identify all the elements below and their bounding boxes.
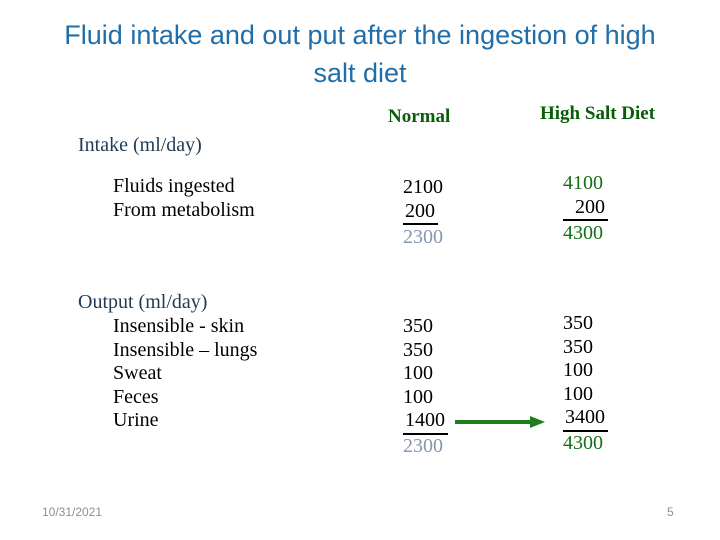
slide-title: Fluid intake and out put after the inges… xyxy=(10,16,710,92)
value-cell: 350 xyxy=(563,335,593,358)
underlined-value: 200 xyxy=(403,199,438,225)
value-cell-underlined: 3400 xyxy=(563,406,608,432)
intake-row-label: From metabolism xyxy=(113,199,255,221)
increase-arrow-icon xyxy=(455,415,545,428)
intake-row-label: Fluids ingested xyxy=(113,175,235,197)
value-cell: 100 xyxy=(403,362,433,384)
output-row-label: Feces xyxy=(113,385,159,408)
output-total-normal: 2300 xyxy=(403,434,443,457)
intake-section-label: Intake (ml/day) xyxy=(78,134,202,156)
output-section-label: Output (ml/day) xyxy=(78,291,208,313)
value-cell: 350 xyxy=(563,312,593,334)
value-cell-underlined: 200 xyxy=(403,199,443,225)
output-row-label: Sweat xyxy=(113,362,162,384)
value-cell: 100 xyxy=(563,382,593,405)
column-header-high-salt-diet: High Salt Diet xyxy=(540,103,656,124)
intake-row-labels: Fluids ingested From metabolism xyxy=(113,174,255,222)
value-cell-underlined: 200 xyxy=(563,195,608,221)
intake-total-normal: 2300 xyxy=(403,226,443,248)
value-cell: 2100 xyxy=(403,176,443,198)
footer-page-number: 5 xyxy=(667,505,674,519)
underlined-value: 200 xyxy=(563,195,608,221)
intake-values-high-salt: 4100 200 4300 xyxy=(563,171,608,245)
intake-values-normal: 2100 200 2300 xyxy=(403,175,443,249)
column-header-normal: Normal xyxy=(388,106,451,127)
footer-date: 10/31/2021 xyxy=(42,505,103,519)
value-cell: 350 xyxy=(403,315,433,337)
slide-title-line2: salt diet xyxy=(313,58,407,88)
value-cell-underlined: 1400 xyxy=(403,409,448,435)
underlined-value: 1400 xyxy=(403,409,448,435)
output-row-label: Insensible - skin xyxy=(113,315,245,337)
intake-total-high-salt: 4300 xyxy=(563,222,603,244)
output-total-high-salt: 4300 xyxy=(563,431,603,454)
value-cell: 350 xyxy=(403,338,433,361)
output-values-high-salt: 350 350 100 100 3400 4300 xyxy=(563,312,608,455)
value-cell: 100 xyxy=(563,359,593,381)
output-row-labels: Insensible - skin Insensible – lungs Swe… xyxy=(113,315,257,433)
slide-title-line1: Fluid intake and out put after the inges… xyxy=(64,20,656,50)
output-values-normal: 350 350 100 100 1400 2300 xyxy=(403,315,448,458)
output-row-label: Urine xyxy=(113,409,159,431)
underlined-value: 3400 xyxy=(563,406,608,432)
value-cell: 100 xyxy=(403,385,433,408)
output-row-label: Insensible – lungs xyxy=(113,338,258,361)
value-cell: 4100 xyxy=(563,172,603,194)
